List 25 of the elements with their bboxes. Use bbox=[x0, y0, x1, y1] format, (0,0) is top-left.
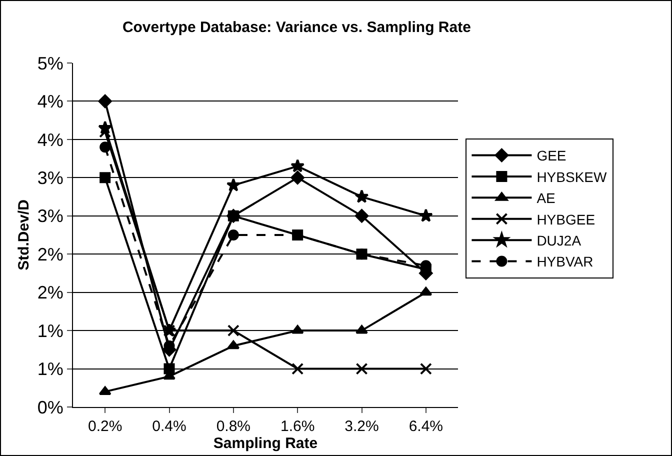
x-tick-label: 0.4% bbox=[152, 418, 186, 435]
x-axis-title: Sampling Rate bbox=[213, 435, 318, 452]
y-axis-title: Std.Dev/D bbox=[16, 199, 33, 270]
y-tick-label: 0% bbox=[37, 397, 64, 418]
legend-label: HYBGEE bbox=[536, 211, 596, 228]
legend-label: AE bbox=[536, 190, 556, 206]
y-tick-label: 3% bbox=[37, 206, 64, 226]
legend-label: GEE bbox=[536, 148, 566, 164]
y-tick-label: 2% bbox=[37, 282, 64, 303]
legend-label: HYBSKEW bbox=[536, 168, 608, 185]
x-tick-label: 0.8% bbox=[216, 418, 251, 435]
x-tick-label: 0.2% bbox=[88, 418, 122, 435]
y-tick-label: 1% bbox=[37, 359, 64, 380]
y-tick-label: 3% bbox=[37, 168, 64, 188]
x-tick-label: 1.6% bbox=[280, 418, 315, 435]
y-tick-label: 4% bbox=[37, 92, 64, 112]
y-tick-label: 4% bbox=[37, 130, 64, 150]
legend-label: DUJ2A bbox=[536, 232, 582, 249]
legend-label: HYBVAR bbox=[536, 254, 594, 270]
x-tick-label: 6.4% bbox=[408, 418, 444, 435]
y-tick-label: 5% bbox=[37, 53, 64, 74]
y-tick-label: 2% bbox=[37, 244, 64, 264]
x-tick-label: 3.2% bbox=[344, 418, 379, 435]
y-tick-label: 1% bbox=[37, 320, 64, 341]
chart-title: Covertype Database: Variance vs. Sampling Rate bbox=[122, 19, 471, 36]
